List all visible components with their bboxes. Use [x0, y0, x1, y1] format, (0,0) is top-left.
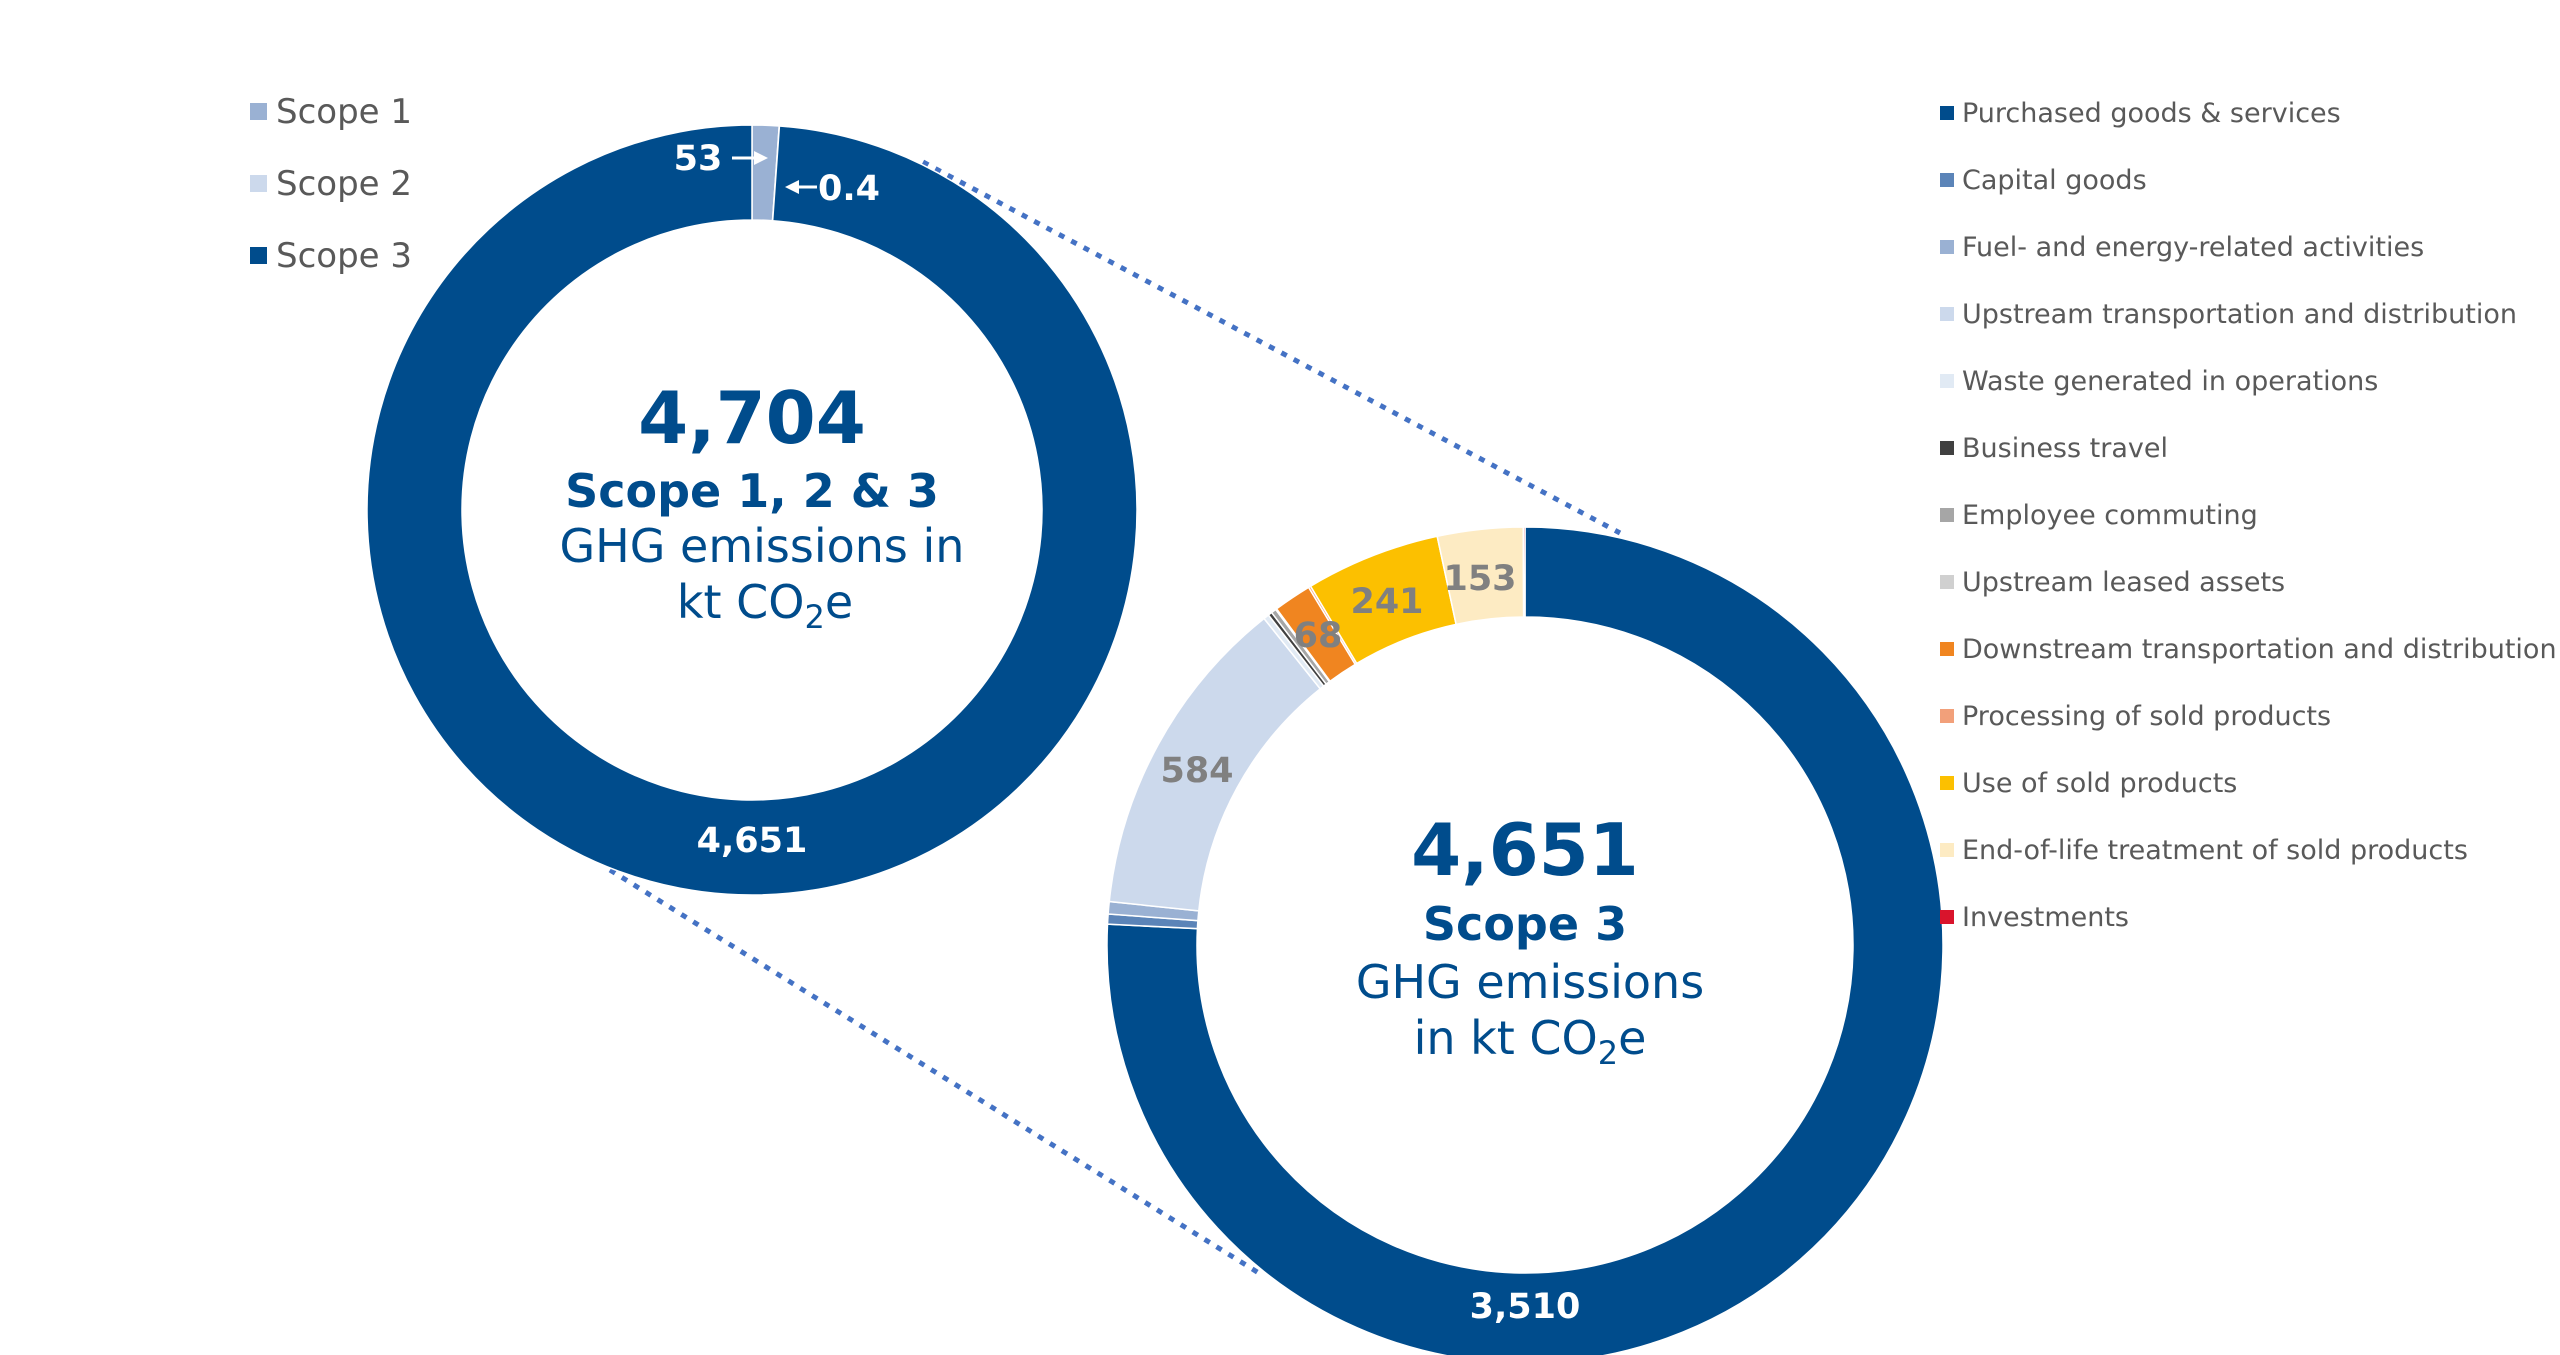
legend-item-downstream-transportation-and-distribution: Downstream transportation and distributi…	[1940, 634, 2557, 665]
donut2-center-line3: in kt CO2e	[1414, 1011, 1647, 1072]
value-label-end-of-life: 153	[1443, 559, 1516, 599]
legend-swatch-capital-goods	[1940, 173, 1954, 187]
value-label-scope2: 0.4	[818, 169, 880, 209]
legend-item-processing-of-sold-products: Processing of sold products	[1940, 701, 2331, 732]
legend-item-scope2: Scope 2	[250, 164, 412, 204]
value-label-use-of-sold-products: 241	[1350, 582, 1423, 622]
legend-label-end-of-life-treatment-of-sold-products: End-of-life treatment of sold products	[1962, 835, 2468, 866]
legend-label-fuel-and-energy-related-activities: Fuel- and energy-related activities	[1962, 232, 2424, 263]
donut1-slice-scope-3	[366, 124, 1138, 896]
donut1-center-line2: GHG emissions in	[560, 519, 965, 573]
legend-item-purchased-goods-services: Purchased goods & services	[1940, 98, 2341, 129]
legend-scope3-categories: Purchased goods & services Capital goods F…	[1940, 98, 2557, 933]
legend-label-investments: Investments	[1962, 902, 2129, 933]
legend-swatch-investments	[1940, 910, 1954, 924]
legend-swatch-processing-of-sold-products	[1940, 709, 1954, 723]
legend-label-processing-of-sold-products: Processing of sold products	[1962, 701, 2331, 732]
value-label-scope1: 53	[674, 139, 723, 179]
legend-label-employee-commuting: Employee commuting	[1962, 500, 2258, 531]
legend-item-scope3: Scope 3	[250, 236, 412, 276]
legend-item-end-of-life-treatment-of-sold-products: End-of-life treatment of sold products	[1940, 835, 2468, 866]
legend-item-upstream-transportation-and-distribution: Upstream transportation and distribution	[1940, 299, 2517, 330]
legend-item-waste-generated-in-operations: Waste generated in operations	[1940, 366, 2378, 397]
legend-item-use-of-sold-products: Use of sold products	[1940, 768, 2237, 799]
donut1-center-line3: kt CO2e	[677, 575, 853, 636]
legend-item-business-travel: Business travel	[1940, 433, 2168, 464]
value-label-purchased-goods: 3,510	[1470, 1287, 1581, 1327]
legend-label-purchased-goods-services: Purchased goods & services	[1962, 98, 2341, 129]
scope2-arrowhead	[785, 180, 799, 194]
value-label-upstream-transport: 584	[1160, 751, 1233, 791]
scope3-breakdown-donut	[1106, 526, 1944, 1355]
legend-scopes: Scope 1 Scope 2 Scope 3	[250, 92, 412, 276]
legend-swatch-upstream-leased-assets	[1940, 575, 1954, 589]
legend-swatch-use-of-sold-products	[1940, 776, 1954, 790]
connector-line-bottom	[608, 867, 1264, 1278]
legend-label-downstream-transportation-and-distribution: Downstream transportation and distributi…	[1962, 634, 2557, 665]
legend-swatch-scope1	[250, 103, 267, 120]
legend-swatch-employee-commuting	[1940, 508, 1954, 522]
donut1-center-scope: Scope 1, 2 & 3	[565, 464, 939, 518]
legend-label-capital-goods: Capital goods	[1962, 165, 2147, 196]
connector-line-top	[921, 159, 1622, 536]
legend-item-employee-commuting: Employee commuting	[1940, 500, 2258, 531]
donut2-center-scope: Scope 3	[1423, 897, 1627, 951]
legend-label-business-travel: Business travel	[1962, 433, 2168, 464]
legend-label-scope3: Scope 3	[276, 236, 412, 276]
legend-item-capital-goods: Capital goods	[1940, 165, 2147, 196]
legend-swatch-upstream-transportation-and-distribution	[1940, 307, 1954, 321]
donut1-center-value: 4,704	[638, 376, 866, 460]
donut2-center-value: 4,651	[1411, 808, 1639, 892]
donut2-slice-investments	[1522, 526, 1526, 618]
legend-label-scope1: Scope 1	[276, 92, 412, 132]
legend-swatch-business-travel	[1940, 441, 1954, 455]
legend-label-upstream-leased-assets: Upstream leased assets	[1962, 567, 2285, 598]
legend-label-upstream-transportation-and-distribution: Upstream transportation and distribution	[1962, 299, 2517, 330]
legend-item-scope1: Scope 1	[250, 92, 412, 132]
legend-swatch-fuel-and-energy-related-activities	[1940, 240, 1954, 254]
legend-swatch-scope2	[250, 175, 267, 192]
value-label-downstream-transport: 68	[1294, 616, 1343, 656]
legend-item-fuel-and-energy-related-activities: Fuel- and energy-related activities	[1940, 232, 2424, 263]
donut2-center-line2: GHG emissions	[1356, 955, 1704, 1009]
legend-label-scope2: Scope 2	[276, 164, 412, 204]
legend-swatch-end-of-life-treatment-of-sold-products	[1940, 843, 1954, 857]
legend-swatch-downstream-transportation-and-distribution	[1940, 642, 1954, 656]
legend-item-investments: Investments	[1940, 902, 2129, 933]
legend-item-upstream-leased-assets: Upstream leased assets	[1940, 567, 2285, 598]
legend-swatch-purchased-goods-services	[1940, 106, 1954, 120]
legend-swatch-scope3	[250, 247, 267, 264]
legend-swatch-waste-generated-in-operations	[1940, 374, 1954, 388]
legend-label-waste-generated-in-operations: Waste generated in operations	[1962, 366, 2378, 397]
scope1-arrowhead	[754, 151, 768, 165]
scope-total-donut	[366, 124, 1138, 896]
legend-label-use-of-sold-products: Use of sold products	[1962, 768, 2237, 799]
value-label-scope3: 4,651	[697, 821, 808, 861]
